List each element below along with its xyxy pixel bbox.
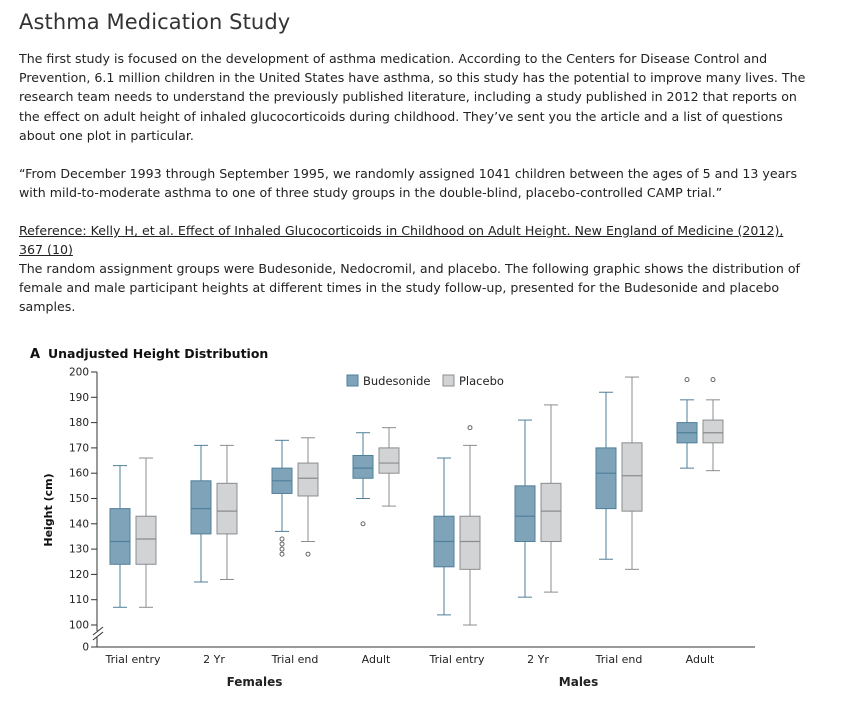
y-tick-label: 0 (82, 642, 89, 654)
x-tick-label: Adult (362, 653, 391, 666)
y-tick-label: 160 (69, 468, 89, 480)
outlier-point (360, 521, 366, 527)
box-iqr (352, 454, 374, 479)
x-tick-label: Trial end (595, 653, 643, 666)
box-iqr (378, 447, 400, 474)
box-placebo-2 (297, 437, 319, 557)
groups-paragraph: The random assignment groups were Budeso… (19, 261, 800, 315)
outlier-point (279, 551, 285, 557)
y-tick-label: 110 (69, 594, 89, 606)
y-tick-label: 130 (69, 544, 89, 556)
box-iqr (135, 515, 157, 565)
study-quote: “From December 1993 through September 19… (19, 166, 798, 201)
group-label: Females (227, 675, 283, 689)
y-tick-label: 200 (69, 367, 89, 379)
axis-break-mark (92, 631, 104, 641)
box-iqr (459, 515, 481, 570)
outlier-point (279, 536, 285, 542)
chart-title: Unadjusted Height Distribution (48, 346, 268, 361)
box-iqr (216, 482, 238, 535)
outlier-point (467, 425, 473, 431)
x-tick-label: Trial entry (104, 653, 161, 666)
outlier-point (305, 551, 311, 557)
x-tick-label: Trial end (271, 653, 319, 666)
box-placebo-1 (216, 444, 238, 580)
legend-label: Placebo (459, 374, 504, 388)
reference-paragraph: Reference: Kelly H, et al. Effect of Inh… (19, 221, 809, 259)
outlier-point (684, 377, 690, 383)
box-iqr (595, 447, 617, 510)
x-tick-label: 2 Yr (203, 653, 225, 666)
chart-svg: A Unadjusted Height Distribution Height … (30, 346, 755, 689)
box-iqr (297, 462, 319, 497)
box-placebo-6 (621, 376, 643, 570)
y-tick-label: 120 (69, 569, 89, 581)
box-budesonide-3 (352, 432, 374, 527)
box-budesonide-5 (514, 419, 536, 598)
box-iqr (621, 442, 643, 512)
box-budesonide-7 (676, 377, 698, 469)
legend-label: Budesonide (363, 374, 430, 388)
y-tick-label: 170 (69, 442, 89, 454)
outlier-point (710, 377, 716, 383)
intro-paragraph: The first study is focused on the develo… (19, 51, 806, 143)
chart-panel-letter: A (30, 347, 40, 362)
box-budesonide-2 (271, 439, 293, 557)
y-tick-label: 100 (69, 620, 89, 632)
box-placebo-4 (459, 425, 481, 626)
y-tick-label: 150 (69, 493, 89, 505)
outlier-point (279, 541, 285, 547)
box-budesonide-1 (190, 444, 212, 583)
reference-link[interactable]: Reference: Kelly H, et al. Effect of Inh… (19, 223, 784, 258)
box-placebo-3 (378, 427, 400, 507)
outlier-point (279, 546, 285, 552)
legend-swatch (442, 374, 455, 387)
legend-swatch (346, 374, 359, 387)
box-placebo-5 (540, 404, 562, 593)
height-distribution-chart: A Unadjusted Height Distribution Height … (0, 335, 852, 708)
box-placebo-7 (702, 377, 724, 472)
group-label: Males (559, 675, 598, 689)
box-budesonide-0 (109, 465, 131, 608)
page-title: Asthma Medication Study (19, 10, 291, 34)
y-tick-label: 140 (69, 518, 89, 530)
box-iqr (190, 480, 212, 535)
box-budesonide-4 (433, 457, 455, 616)
x-tick-label: 2 Yr (527, 653, 549, 666)
box-budesonide-6 (595, 391, 617, 560)
x-tick-label: Adult (686, 653, 715, 666)
x-tick-label: Trial entry (428, 653, 485, 666)
box-iqr (109, 508, 131, 565)
box-placebo-0 (135, 457, 157, 608)
axis-break-mark (92, 626, 104, 636)
box-iqr (514, 485, 536, 543)
y-axis-label: Height (cm) (42, 473, 55, 546)
y-tick-label: 190 (69, 392, 89, 404)
plot-area: 0 100 110 120 130 140 150 160 170 180 190 200 Trial … (69, 367, 755, 689)
box-iqr (702, 419, 724, 444)
box-iqr (540, 482, 562, 543)
y-tick-label: 180 (69, 417, 89, 429)
